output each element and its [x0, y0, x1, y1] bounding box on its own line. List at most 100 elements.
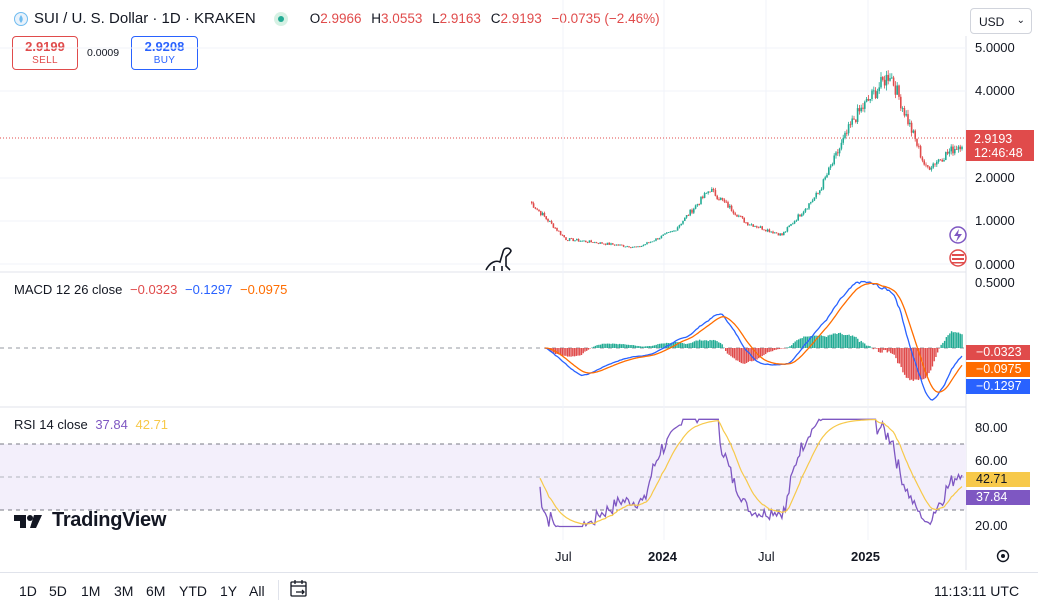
candle-body	[840, 142, 843, 149]
candle-body	[712, 188, 715, 190]
candle-body	[538, 209, 540, 212]
rsi-tick: 60.00	[975, 453, 1008, 468]
candle-body	[810, 202, 812, 204]
candle-body	[716, 195, 718, 200]
macd-hist-bar	[782, 348, 784, 349]
timeframe-1d[interactable]: 1D	[19, 583, 37, 599]
candle-body	[763, 229, 765, 231]
macd-hist-bar	[791, 345, 793, 348]
candle-body	[927, 165, 929, 167]
macd-hist-bar	[700, 340, 703, 348]
dinosaur-icon	[485, 247, 512, 271]
candle-body	[540, 211, 542, 216]
timeframe-5d[interactable]: 5D	[49, 583, 67, 599]
macd-hist-bar	[594, 345, 597, 348]
candle-body	[621, 244, 623, 246]
calendar-range-icon[interactable]	[290, 580, 307, 597]
bar-countdown: 12:46:48	[974, 146, 1023, 160]
candle-body	[907, 114, 909, 125]
candle-body	[766, 229, 769, 232]
macd-hist-bar	[867, 345, 869, 348]
macd-hist-bar	[869, 346, 871, 348]
macd-hist-bar	[763, 348, 765, 356]
candle-body	[923, 160, 925, 165]
macd-legend[interactable]: MACD 12 26 close −0.0323 −0.1297 −0.0975	[14, 282, 287, 297]
candle-body	[655, 238, 657, 241]
close-value: 2.9193	[500, 11, 542, 26]
candle-body	[754, 226, 756, 228]
candle-body	[914, 130, 916, 139]
gear-icon[interactable]	[996, 549, 1010, 563]
candle-body	[820, 188, 823, 191]
macd-hist-bar	[726, 348, 729, 354]
timeframe-ytd[interactable]: YTD	[179, 583, 207, 599]
open-key: O	[309, 11, 321, 26]
candle-body	[676, 227, 679, 231]
candle-body	[806, 208, 808, 210]
timeframe-all[interactable]: All	[249, 583, 265, 599]
candle-body	[835, 152, 837, 156]
macd-hist-bar	[575, 348, 577, 356]
candle-body	[543, 212, 546, 217]
timeframe-3m[interactable]: 3M	[114, 583, 134, 599]
currency-select[interactable]: USD ⌄	[970, 8, 1032, 34]
candle-body	[700, 196, 702, 205]
sell-price: 2.9199	[25, 39, 65, 54]
candle-body	[788, 225, 790, 228]
timeframe-1y[interactable]: 1Y	[220, 583, 238, 599]
sell-button[interactable]: 2.9199 SELL	[12, 36, 78, 70]
timeframe-6m[interactable]: 6M	[146, 583, 166, 599]
macd-hist-bar	[565, 348, 567, 356]
macd-hist-bar	[773, 348, 776, 351]
macd-hist-bar	[900, 348, 902, 368]
macd-hist-bar	[709, 339, 711, 348]
macd-hist-bar	[624, 344, 626, 348]
macd-hist-bar	[766, 348, 769, 353]
candle-body	[741, 215, 744, 218]
candle-body	[666, 232, 668, 234]
macd-hist-bar	[676, 342, 678, 348]
macd-hist-bar	[825, 336, 828, 348]
macd-hist-bar	[841, 334, 843, 348]
candle-body	[934, 163, 936, 165]
macd-hist-bar	[645, 346, 647, 348]
lightning-icon[interactable]	[949, 226, 967, 244]
candle-body	[871, 90, 873, 100]
macd-hist-bar	[735, 348, 737, 361]
candle-body	[660, 235, 663, 239]
us-flag-icon[interactable]	[949, 249, 967, 267]
macd-hist-bar	[801, 338, 803, 348]
macd-hist-bar	[568, 348, 571, 357]
candle-body	[819, 190, 821, 194]
buy-button[interactable]: 2.9208 BUY	[131, 36, 198, 70]
macd-hist-bar	[655, 344, 657, 348]
candle-body	[711, 188, 713, 192]
macd-hist-bar	[686, 343, 689, 348]
macd-hist-bar	[671, 342, 673, 348]
candle-body	[579, 241, 582, 242]
macd-hist-bar	[558, 348, 560, 355]
macd-hist-bar	[879, 348, 882, 353]
macd-hist-bar	[843, 335, 845, 348]
candle-body	[916, 138, 918, 146]
macd-hist-bar	[768, 348, 770, 353]
symbol-header[interactable]: SUI / U. S. Dollar · 1D · KRAKEN O2.9966…	[14, 10, 660, 27]
candle-body	[743, 217, 745, 223]
candle-body	[734, 213, 736, 215]
candle-body	[925, 164, 927, 166]
macd-hist-bar	[625, 344, 628, 348]
rsi-line	[539, 418, 963, 528]
rsi-title: RSI 14 close	[14, 417, 88, 432]
candle-body	[581, 240, 583, 242]
macd-hist-bar	[870, 347, 873, 349]
macd-hist-bar	[834, 333, 836, 348]
candle-body	[559, 231, 562, 235]
tradingview-logo[interactable]: TradingView	[14, 509, 166, 532]
macd-hist-bar	[559, 348, 562, 356]
clock[interactable]: 11:13:11 UTC	[934, 583, 1020, 599]
timeframe-1m[interactable]: 1M	[81, 583, 101, 599]
rsi-legend[interactable]: RSI 14 close 37.84 42.71	[14, 417, 168, 432]
candle-body	[725, 201, 727, 203]
macd-hist-bar	[942, 342, 944, 348]
